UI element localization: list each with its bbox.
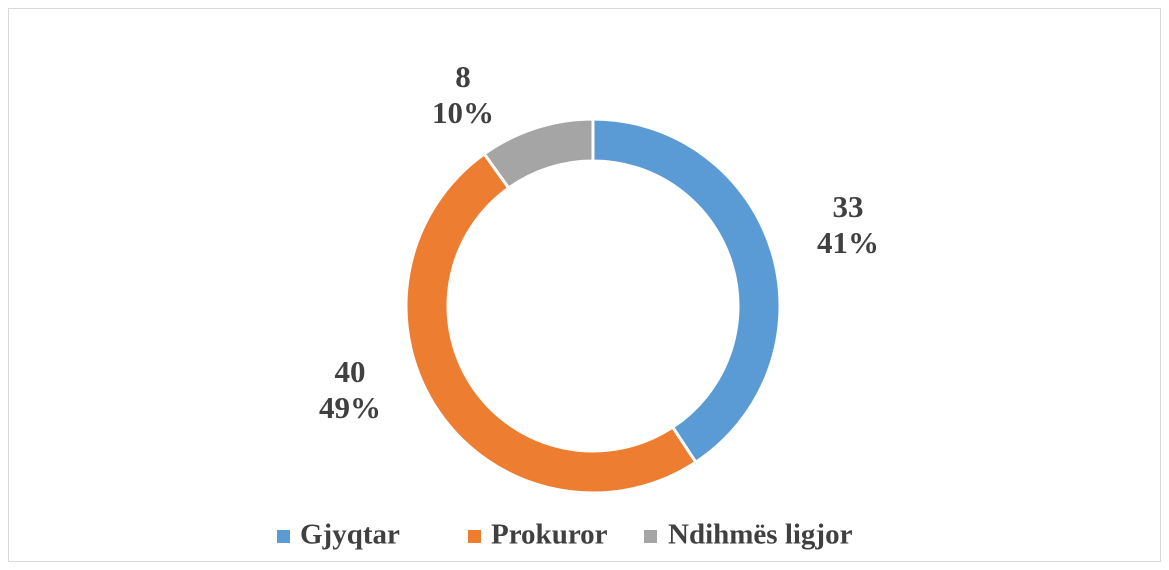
data-label-value: 40 (335, 354, 366, 389)
donut-segment (482, 117, 595, 191)
donut-segment (404, 151, 698, 495)
data-label-percent: 10% (432, 95, 494, 130)
data-label-value: 8 (455, 59, 471, 94)
legend-label: Gjyqtar (300, 519, 400, 551)
data-label-percent: 49% (319, 390, 381, 425)
donut-segment (591, 117, 782, 465)
legend-swatch (277, 530, 290, 543)
legend-swatch (644, 530, 657, 543)
legend-label: Prokuror (491, 519, 608, 551)
data-label-value: 33 (833, 189, 864, 224)
data-label-percent: 41% (817, 225, 879, 260)
legend-swatch (468, 530, 481, 543)
legend-label: Ndihmës ligjor (668, 519, 853, 551)
